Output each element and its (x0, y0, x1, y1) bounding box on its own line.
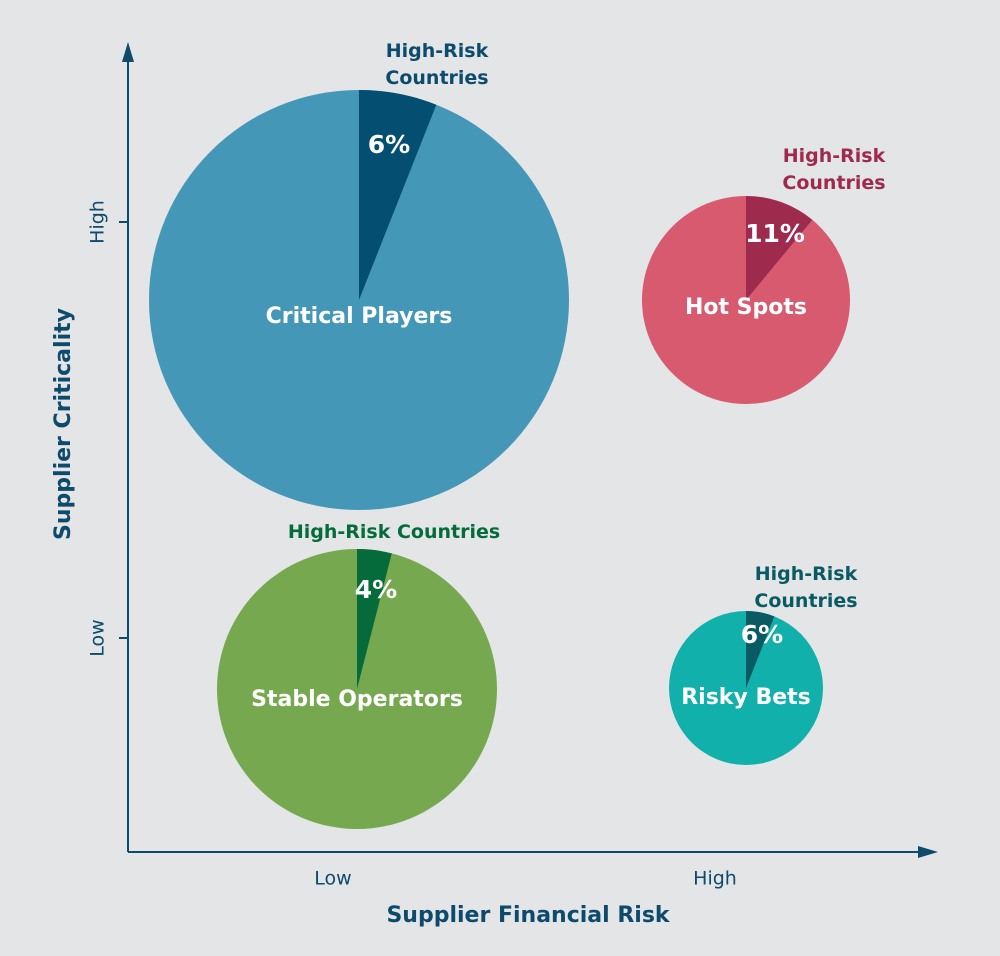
value-label: 6% (368, 130, 410, 159)
pie-slice (746, 611, 775, 688)
value-label: 6% (741, 620, 783, 649)
value-label: 11% (745, 219, 805, 248)
slice-label: High-Risk Countries (782, 145, 886, 194)
slice-label-box: High-Risk Countries (782, 145, 886, 194)
y-axis-arrow (122, 42, 134, 62)
x-axis-title: Supplier Financial Risk (386, 903, 670, 928)
pie-name: Risky Bets (681, 685, 811, 710)
pie-name: Critical Players (266, 304, 453, 329)
slice-label-box: High-Risk Countries (385, 40, 489, 89)
pie-slice (357, 549, 392, 689)
pie-name: Hot Spots (685, 295, 807, 320)
x-tick-label: High (693, 868, 737, 890)
slice-label: High-Risk Countries (754, 563, 858, 612)
y-axis-title: Supplier Criticality (51, 308, 76, 540)
value-label: 4% (355, 575, 397, 604)
slice-label: High-Risk Countries (385, 40, 489, 89)
slice-label-box: High-Risk Countries (287, 521, 501, 543)
y-tick-label: High (87, 200, 109, 244)
x-axis-arrow (918, 846, 938, 858)
pie-name: Stable Operators (251, 687, 463, 712)
y-tick-label: Low (87, 619, 109, 656)
pie-slice (359, 90, 437, 300)
slice-label-box: High-Risk Countries (754, 563, 858, 612)
pie-slice (746, 196, 813, 300)
slice-label: High-Risk Countries (287, 521, 501, 543)
x-tick-label: Low (314, 868, 351, 890)
